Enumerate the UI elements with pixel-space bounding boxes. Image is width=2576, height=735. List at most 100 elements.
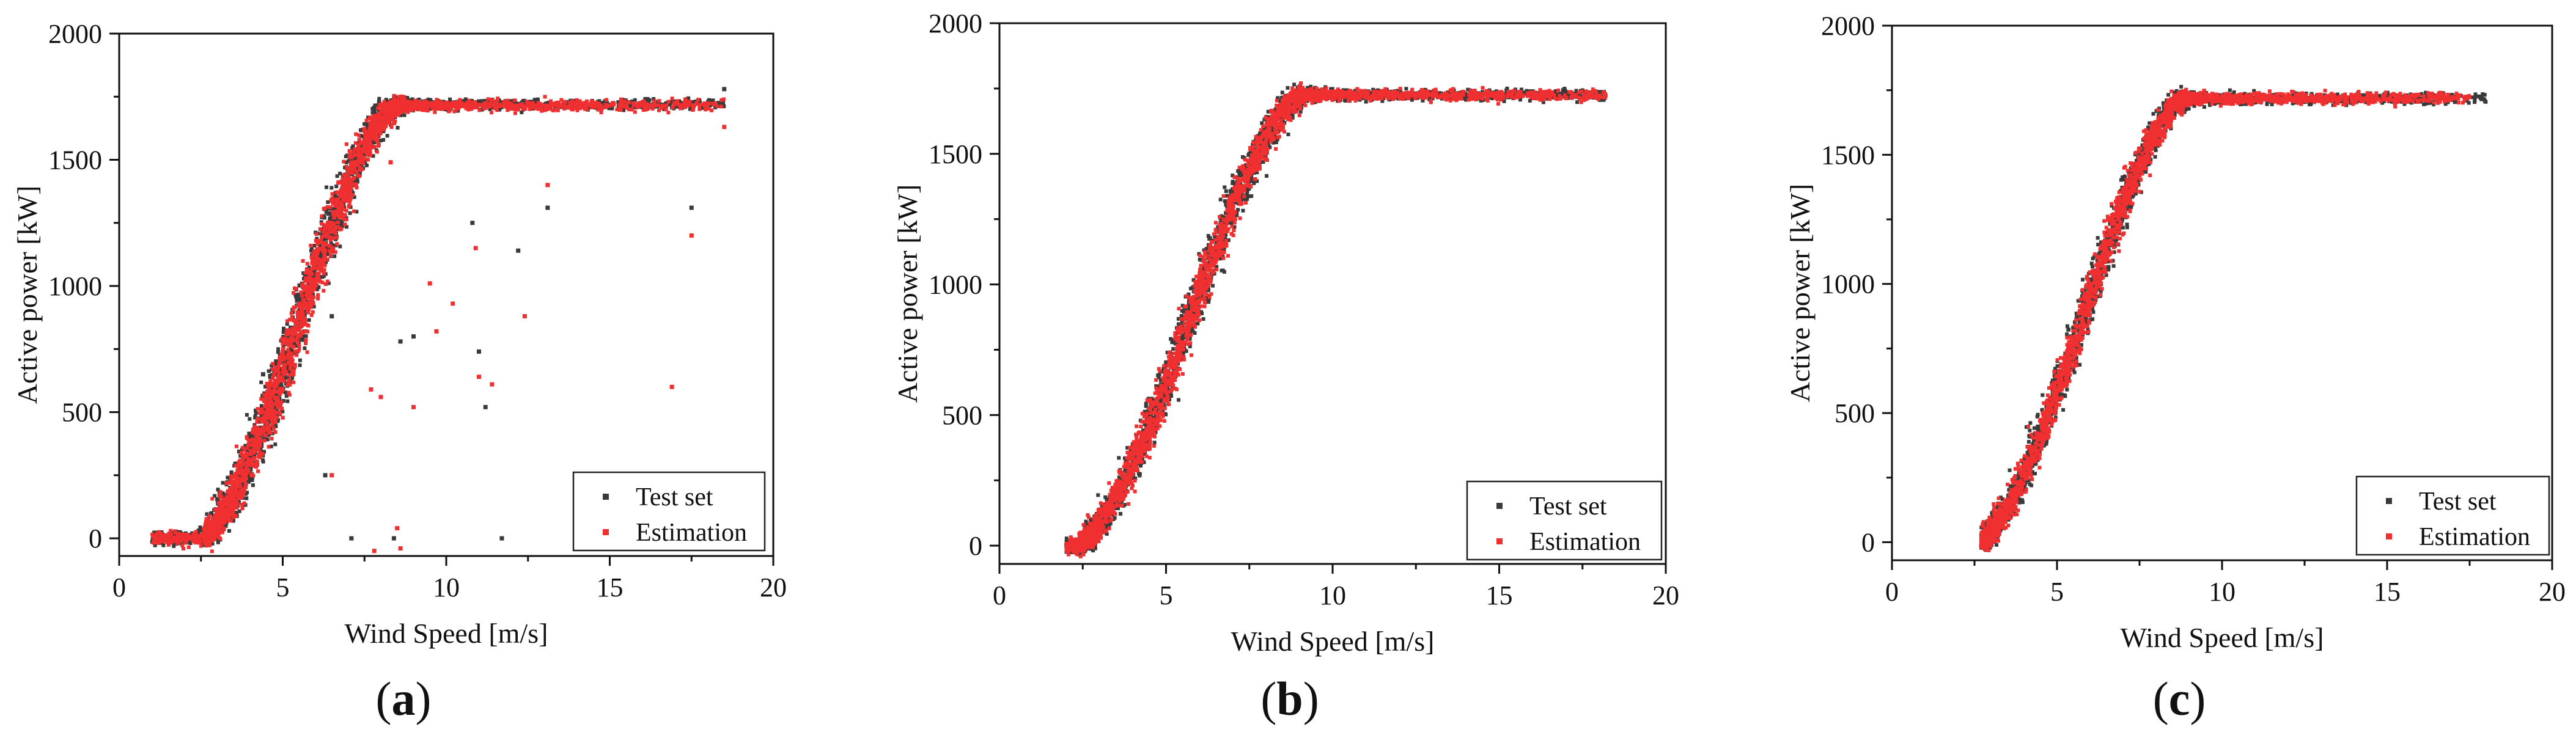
data-point bbox=[227, 518, 231, 522]
data-point bbox=[283, 341, 287, 345]
data-point bbox=[328, 249, 332, 253]
data-point bbox=[269, 444, 273, 448]
data-point bbox=[345, 153, 350, 158]
data-point bbox=[348, 197, 353, 201]
data-point bbox=[259, 397, 263, 401]
data-point bbox=[672, 101, 677, 105]
data-point bbox=[295, 353, 299, 357]
data-point bbox=[589, 100, 594, 104]
data-point bbox=[381, 102, 386, 106]
data-point bbox=[276, 419, 280, 423]
data-point bbox=[259, 439, 263, 444]
data-point bbox=[324, 243, 328, 247]
data-point bbox=[198, 525, 202, 530]
data-point bbox=[666, 111, 671, 115]
data-point bbox=[441, 104, 446, 108]
data-point bbox=[283, 368, 287, 372]
data-point bbox=[448, 97, 452, 101]
data-point bbox=[372, 125, 376, 130]
data-point bbox=[238, 485, 243, 489]
data-point bbox=[233, 461, 237, 466]
data-point bbox=[251, 453, 255, 457]
data-point bbox=[405, 95, 410, 100]
data-point bbox=[305, 296, 309, 300]
data-point bbox=[581, 102, 585, 106]
data-point bbox=[313, 284, 317, 288]
data-point bbox=[292, 305, 296, 310]
data-point bbox=[246, 442, 251, 447]
data-point bbox=[235, 469, 240, 473]
data-point bbox=[259, 432, 263, 436]
data-point bbox=[450, 104, 454, 109]
data-point bbox=[294, 295, 298, 299]
data-point bbox=[376, 127, 380, 131]
data-point bbox=[429, 101, 433, 105]
data-point bbox=[303, 317, 307, 321]
data-point bbox=[267, 382, 271, 387]
data-point bbox=[240, 450, 244, 455]
data-point bbox=[224, 481, 229, 485]
data-point bbox=[326, 220, 330, 224]
data-point bbox=[361, 134, 365, 139]
data-point bbox=[208, 532, 213, 536]
data-point bbox=[597, 101, 601, 106]
data-point bbox=[280, 337, 284, 341]
data-point bbox=[172, 544, 176, 548]
data-point bbox=[250, 434, 254, 439]
data-point bbox=[215, 510, 219, 514]
data-point bbox=[315, 242, 320, 246]
data-point bbox=[312, 243, 317, 247]
data-point bbox=[252, 456, 257, 461]
data-point bbox=[309, 305, 314, 309]
data-point bbox=[251, 463, 255, 467]
data-point bbox=[248, 463, 252, 467]
data-point bbox=[257, 427, 261, 431]
data-point bbox=[234, 504, 238, 508]
data-point bbox=[338, 244, 342, 249]
data-point bbox=[325, 231, 329, 235]
data-point bbox=[223, 502, 227, 506]
data-point bbox=[289, 362, 293, 367]
data-point bbox=[163, 538, 167, 543]
data-point bbox=[279, 387, 283, 391]
data-point bbox=[213, 517, 217, 521]
data-point bbox=[351, 191, 355, 195]
data-point bbox=[634, 103, 638, 107]
data-point bbox=[650, 106, 655, 111]
data-point bbox=[238, 469, 242, 474]
data-point bbox=[441, 101, 446, 105]
data-point bbox=[249, 452, 253, 456]
data-point bbox=[697, 107, 702, 111]
data-point bbox=[318, 254, 322, 258]
data-point bbox=[315, 236, 319, 241]
data-point bbox=[308, 270, 312, 274]
data-point bbox=[225, 499, 229, 503]
data-point bbox=[640, 106, 644, 110]
data-point bbox=[205, 512, 209, 516]
data-point bbox=[709, 108, 713, 112]
data-point bbox=[153, 543, 157, 547]
data-point bbox=[664, 101, 668, 106]
data-point bbox=[208, 529, 212, 533]
data-point bbox=[344, 179, 348, 183]
data-point bbox=[464, 106, 468, 111]
data-point bbox=[178, 530, 182, 534]
outlier-point bbox=[722, 87, 727, 92]
data-point bbox=[272, 387, 276, 391]
data-point bbox=[331, 202, 335, 206]
data-point bbox=[347, 184, 351, 188]
data-point bbox=[353, 168, 357, 172]
data-point bbox=[330, 196, 334, 200]
data-point bbox=[324, 210, 328, 214]
data-point bbox=[197, 534, 202, 538]
data-point bbox=[390, 103, 394, 108]
data-point bbox=[267, 386, 271, 390]
data-point bbox=[389, 115, 393, 120]
data-point bbox=[245, 466, 249, 470]
data-point bbox=[303, 271, 307, 275]
data-point bbox=[306, 329, 310, 334]
data-point bbox=[290, 358, 295, 362]
data-point bbox=[578, 99, 582, 103]
data-point bbox=[345, 225, 349, 229]
data-point bbox=[333, 229, 337, 233]
